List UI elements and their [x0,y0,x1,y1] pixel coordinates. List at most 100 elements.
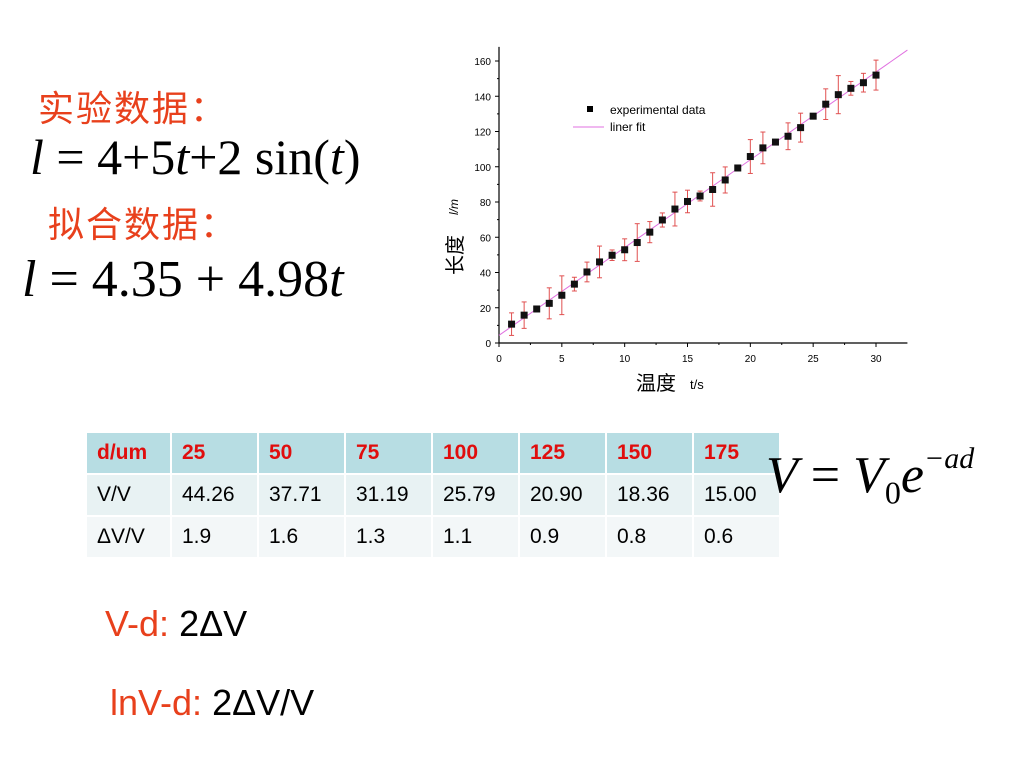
x-tick-label: 30 [870,354,882,365]
table-cell: 0.6 [692,515,781,559]
formula-var: t [175,129,190,185]
legend-marker-experimental [587,106,593,112]
note-label: V-d: [105,603,170,644]
table-cell: 15.00 [692,473,781,517]
y-tick-label: 100 [474,163,491,174]
data-point [671,205,679,213]
data-point [583,268,591,276]
x-tick-label: 25 [808,354,820,365]
x-tick-label: 20 [745,354,757,365]
x-tick-label: 5 [559,354,565,365]
length-temperature-chart: 0 5 10 15 20 25 30 0 20 40 60 80 100 120 140 160 experim… [444,46,908,395]
table-cell: 44.26 [170,473,259,517]
table-cell: 0.8 [605,515,694,559]
legend-label-fit: liner fit [610,120,646,134]
data-point [721,176,729,184]
table-header-cell: 50 [257,431,346,475]
table-header-cell: 150 [605,431,694,475]
data-point [809,112,817,120]
table-cell: 18.36 [605,473,694,517]
y-tick-label: 120 [474,128,491,139]
table-row: V/V 44.26 37.71 31.19 25.79 20.90 18.36 … [85,473,781,517]
y-tick-label: 60 [480,233,492,244]
formula-eq: = [49,251,79,308]
data-point [545,299,553,307]
data-point [771,138,779,146]
formula-subscript: 0 [884,474,901,511]
table-cell: ΔV/V [85,515,172,559]
formula-part: ) [343,129,361,185]
formula-var: t [329,129,344,185]
y-axis-label: l/m [447,199,461,215]
formula-var: l [30,129,44,185]
table-header-cell: d/um [85,431,172,475]
y-tick-label: 80 [480,198,492,209]
x-axis-label-cn: 温度 [636,372,676,395]
note-label: lnV-d: [110,682,203,723]
table-header-row: d/um 25 50 75 100 125 150 175 [85,431,781,475]
formula-part: +2 [189,129,243,185]
y-tick-label: 160 [474,57,491,68]
data-point [520,311,528,319]
formula-var: l [22,251,37,308]
table-cell: 1.3 [344,515,433,559]
table-cell: 0.9 [518,515,607,559]
table-header-cell: 25 [170,431,259,475]
data-point [570,280,578,288]
formula-var: V [853,447,885,504]
data-point [797,124,805,132]
x-tick-label: 10 [619,354,631,365]
data-point [633,239,641,247]
data-point [696,192,704,200]
table-cell: 20.90 [518,473,607,517]
table-cell: 25.79 [431,473,520,517]
x-axis-label: t/s [690,377,704,392]
formula-eq: = [56,129,85,185]
data-point [646,228,654,236]
data-point [834,91,842,99]
formula-part: 4.35 + 4.98 [91,251,330,308]
data-point [658,216,666,224]
formula-eq: = [810,447,841,504]
voltage-table: d/um 25 50 75 100 125 150 175 V/V 44.26 … [85,431,781,559]
note-v-d: V-d: 2ΔV [105,603,247,645]
experimental-formula: l = 4+5t+2 sin(t) [30,128,360,186]
table-header-cell: 75 [344,431,433,475]
table-cell: 1.9 [170,515,259,559]
data-point [746,153,754,161]
formula-exponent: −ad [923,441,975,475]
table-cell: 37.71 [257,473,346,517]
formula-var: e [900,447,924,504]
data-point [822,100,830,108]
fit-formula: l = 4.35 + 4.98t [22,250,344,309]
table-cell: V/V [85,473,172,517]
experimental-data-label: 实验数据： [38,89,229,130]
y-tick-label: 140 [474,92,491,103]
data-point [734,164,742,172]
table-row: ΔV/V 1.9 1.6 1.3 1.1 0.9 0.8 0.6 [85,515,781,559]
y-tick-label: 20 [480,304,492,315]
data-point [533,305,541,313]
table-header-cell: 175 [692,431,781,475]
data-point [847,84,855,92]
data-point [859,79,867,87]
table-cell: 1.1 [431,515,520,559]
note-value: 2ΔV/V [212,682,315,723]
data-point [596,258,604,266]
data-point [508,320,516,328]
data-point [621,246,629,254]
table-header-cell: 125 [518,431,607,475]
data-point [759,144,767,152]
x-tick-label: 15 [682,354,694,365]
table-header-cell: 100 [431,431,520,475]
table-cell: 31.19 [344,473,433,517]
data-point [608,251,616,259]
data-point [709,185,717,193]
formula-part: sin( [254,129,330,185]
note-value: 2ΔV [179,603,248,644]
data-point [872,71,880,79]
data-point [684,197,691,205]
voltage-formula: V = V0e−ad [766,442,974,511]
y-tick-label: 40 [480,269,492,280]
y-axis-label-cn: 长度 [444,235,467,275]
